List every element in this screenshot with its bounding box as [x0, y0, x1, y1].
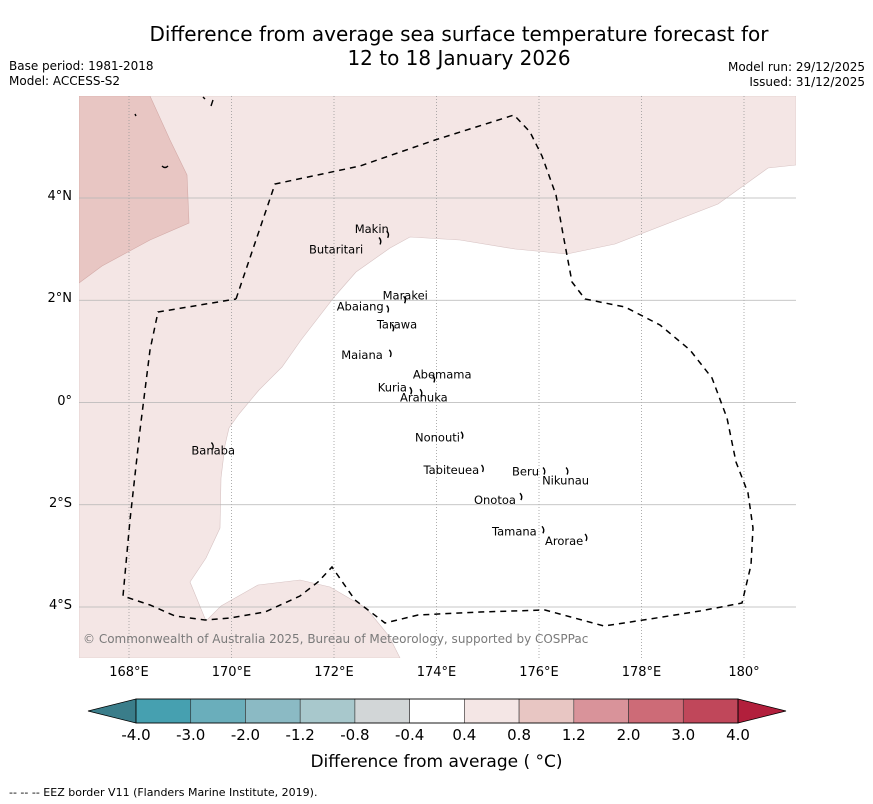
colorbar-segment: [573, 698, 629, 724]
island-outline: [388, 349, 392, 358]
island-outline: [565, 467, 569, 475]
colorbar-tick-label: -1.2: [285, 726, 315, 744]
island-label: Kuria: [378, 380, 407, 394]
colorbar: [87, 698, 787, 724]
island-label: Tamana: [491, 524, 537, 538]
island-mark: [202, 96, 206, 100]
small-island-marks: [134, 96, 214, 169]
island-outline: [386, 230, 390, 239]
island-outline: [541, 525, 545, 534]
colorbar-segment: [135, 698, 192, 724]
island-label: Nikunau: [542, 474, 589, 488]
island-label: Maiana: [341, 348, 383, 362]
lat-tick-label: 4°N: [47, 189, 73, 204]
colorbar-segment: [245, 698, 301, 724]
colorbar-tick-label: 0.8: [507, 726, 531, 744]
model-run: Model run: 29/12/2025: [727, 60, 865, 74]
model-name: Model: ACCESS-S2: [9, 74, 121, 88]
meta-right: Model run: 29/12/2025 Issued: 31/12/2025: [728, 60, 865, 90]
island-outline: [519, 492, 523, 501]
island-label: Aranuka: [400, 390, 448, 404]
island-outline: [480, 464, 484, 473]
chart-title: Difference from average sea surface temp…: [0, 22, 873, 70]
island-outline: [378, 236, 382, 245]
colorbar-segment: [518, 698, 575, 724]
lat-tick-label: 2°S: [48, 495, 72, 511]
colorbar-segment: [354, 698, 410, 724]
lon-tick-label: 178°E: [621, 665, 662, 680]
eez-legend-note: -- -- -- EEZ border V11 (Flanders Marine…: [9, 786, 318, 799]
title-line-1: Difference from average sea surface temp…: [149, 22, 769, 46]
colorbar-tick-label: 4.0: [726, 726, 750, 744]
island-label: Abaiang: [337, 299, 384, 313]
colorbar-outline: [135, 698, 739, 724]
colorbar-tick-label: -0.4: [394, 726, 425, 744]
island-outline: [391, 323, 395, 332]
colorbar-tick-label: -4.0: [121, 726, 151, 744]
lon-tick-label: 174°E: [416, 665, 457, 680]
colorbar-segment: [628, 698, 684, 724]
colorbar-segment: [299, 698, 356, 724]
gridlines: [79, 96, 796, 658]
island-outline: [409, 386, 413, 395]
island-label: Tarawa: [376, 317, 417, 331]
island-label: Onotoa: [474, 493, 516, 507]
colorbar-segment: [464, 698, 520, 724]
island-label: Tabiteuea: [423, 463, 480, 477]
lon-tick-label: 176°E: [519, 665, 559, 680]
island-outline: [460, 431, 464, 440]
colorbar-tick-label: 2.0: [616, 726, 641, 744]
colorbar-tick-label: 0.4: [452, 726, 477, 744]
lat-tick-label: 2°N: [47, 291, 73, 307]
lon-tick-label: 172°E: [314, 665, 354, 680]
island-label: Marakei: [383, 288, 428, 302]
island-label: Abemama: [413, 367, 472, 381]
island-shapes: [210, 230, 588, 542]
colorbar-label: Difference from average ( °C): [310, 752, 563, 772]
lon-tick-label: 170°E: [211, 665, 252, 680]
island-outline: [584, 533, 588, 542]
colorbar-segment: [190, 698, 246, 724]
island-label: Beru: [512, 465, 539, 479]
meta-left: Base period: 1981-2018 Model: ACCESS-S2: [9, 59, 154, 89]
island-mark: [134, 113, 137, 117]
island-label: Banaba: [191, 443, 235, 457]
colorbar-segment: [409, 698, 465, 724]
colorbar-tick-label: -0.8: [340, 726, 370, 744]
colorbar-under-extend: [87, 698, 137, 724]
lat-tick-label: 4°S: [48, 598, 72, 613]
colorbar-segment: [682, 698, 739, 724]
anomaly-region-moderate: [79, 96, 190, 284]
copyright-notice: © Commonwealth of Australia 2025, Bureau…: [83, 632, 589, 646]
lon-tick-label: 168°E: [109, 665, 149, 680]
colorbar-tick-label: 1.2: [561, 726, 586, 744]
colorbar-tick-label: -3.0: [176, 726, 206, 744]
island-label: Butaritari: [309, 242, 363, 256]
colorbar-tick-label: -2.0: [230, 726, 261, 744]
anomaly-region-light: [79, 96, 796, 658]
island-outline: [386, 304, 390, 313]
island-label: Makin: [355, 222, 389, 236]
colorbar-tick-label: 3.0: [671, 726, 696, 744]
island-outline: [542, 467, 546, 475]
island-outline: [403, 295, 407, 304]
island-mark: [210, 99, 214, 107]
island-outline: [210, 441, 214, 450]
island-outline: [419, 388, 423, 397]
island-outline: [432, 374, 436, 383]
base-period: Base period: 1981-2018: [9, 59, 154, 73]
island-label: Nonouti: [415, 431, 460, 445]
lon-tick-label: 180°: [728, 665, 760, 680]
island-mark: [161, 165, 169, 169]
island-label: Arorae: [545, 534, 583, 548]
eez-border: [122, 114, 754, 627]
title-line-2: 12 to 18 January 2026: [347, 46, 571, 70]
lat-tick-label: 0°: [57, 393, 72, 409]
colorbar-over-extend: [737, 698, 787, 724]
issued-date: Issued: 31/12/2025: [749, 75, 865, 89]
